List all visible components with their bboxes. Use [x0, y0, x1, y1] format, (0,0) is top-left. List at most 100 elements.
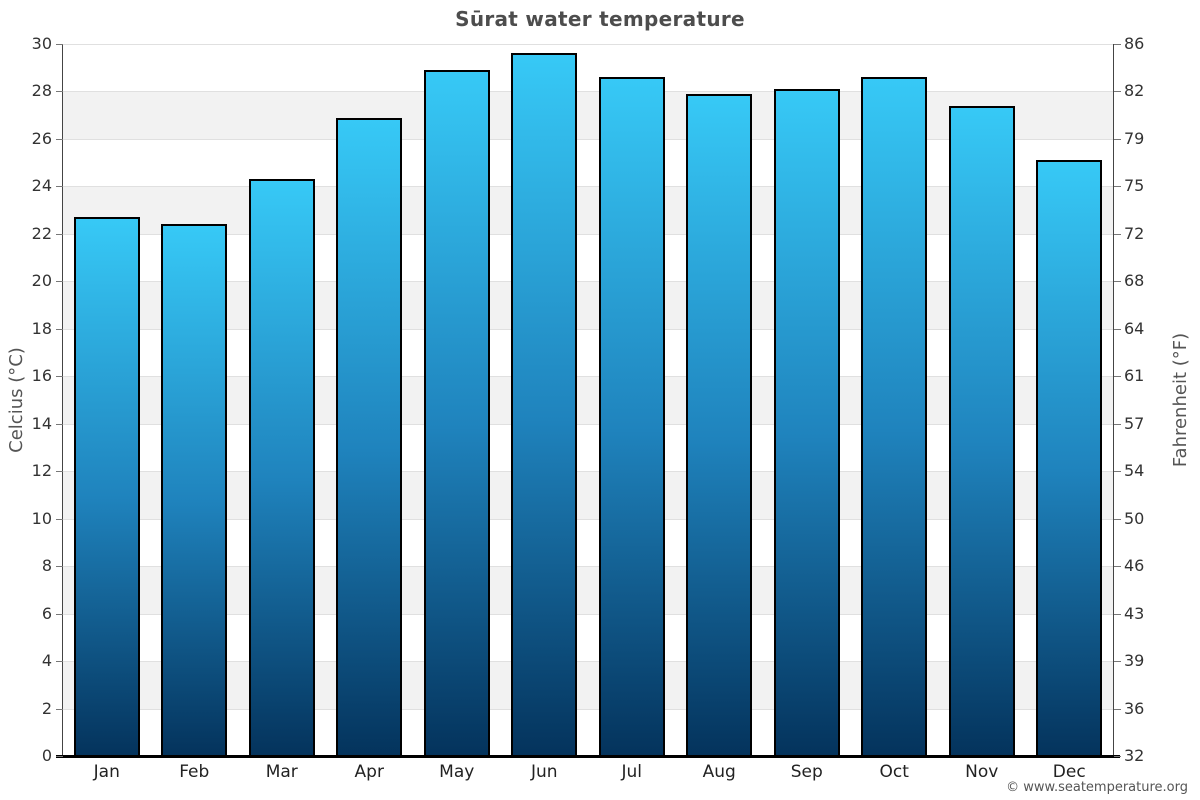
- tick-mark: [1114, 471, 1121, 472]
- y-tick-fahrenheit-57: 57: [1124, 413, 1145, 433]
- tick-mark: [1114, 519, 1121, 520]
- x-tick-label-oct: Oct: [879, 762, 909, 782]
- tick-mark: [1114, 614, 1121, 615]
- tick-mark: [56, 566, 63, 567]
- y-tick-celsius-30: 30: [31, 34, 52, 53]
- y-tick-celsius-28: 28: [31, 81, 52, 101]
- y-tick-fahrenheit-72: 72: [1124, 223, 1145, 243]
- tick-mark: [56, 756, 63, 757]
- bar-jul: [598, 77, 665, 756]
- tick-mark: [56, 329, 63, 330]
- bar-feb: [161, 224, 228, 756]
- y-tick-fahrenheit-43: 43: [1124, 603, 1145, 623]
- bar-nov: [948, 106, 1015, 756]
- y-tick-celsius-20: 20: [31, 271, 52, 291]
- grid-band: [63, 281, 1113, 329]
- y-tick-celsius-0: 0: [41, 746, 52, 765]
- grid-band: [63, 423, 1113, 472]
- x-tick-label-apr: Apr: [354, 762, 384, 782]
- tick-mark: [56, 519, 63, 520]
- y-tick-celsius-24: 24: [31, 176, 52, 196]
- tick-mark: [1114, 376, 1121, 377]
- bar-dec: [1036, 160, 1103, 756]
- y-tick-celsius-8: 8: [41, 556, 52, 576]
- tick-mark: [1114, 91, 1121, 92]
- y-tick-celsius-26: 26: [31, 128, 52, 148]
- x-tick-label-may: May: [439, 762, 475, 782]
- tick-mark: [56, 614, 63, 615]
- y-tick-celsius-14: 14: [31, 413, 52, 433]
- y-tick-fahrenheit-86: 86: [1124, 34, 1145, 53]
- plot-area: [63, 44, 1113, 756]
- tick-mark: [56, 471, 63, 472]
- y-tick-celsius-6: 6: [41, 603, 52, 623]
- x-axis-line: [56, 755, 1120, 758]
- x-tick-label-feb: Feb: [179, 762, 210, 782]
- grid-band: [63, 471, 1113, 519]
- grid-band: [63, 186, 1113, 234]
- tick-mark: [1114, 329, 1121, 330]
- grid-band: [63, 138, 1113, 187]
- y-tick-fahrenheit-61: 61: [1124, 366, 1145, 386]
- y-tick-fahrenheit-68: 68: [1124, 271, 1145, 291]
- grid-band: [63, 613, 1113, 662]
- y-tick-fahrenheit-75: 75: [1124, 176, 1145, 196]
- tick-mark: [1114, 234, 1121, 235]
- bar-apr: [336, 118, 403, 756]
- bar-mar: [248, 179, 315, 756]
- grid-band: [63, 44, 1113, 92]
- tick-mark: [56, 44, 63, 45]
- bar-jan: [73, 217, 140, 756]
- y-tick-celsius-18: 18: [31, 318, 52, 338]
- tick-mark: [1114, 566, 1121, 567]
- bar-may: [423, 70, 490, 756]
- tick-mark: [56, 139, 63, 140]
- y-axis-line-left: [62, 44, 63, 756]
- y-tick-celsius-16: 16: [31, 366, 52, 386]
- y-tick-fahrenheit-36: 36: [1124, 698, 1145, 718]
- grid-band: [63, 708, 1113, 756]
- x-tick-label-aug: Aug: [702, 762, 736, 782]
- tick-mark: [1114, 756, 1121, 757]
- y-tick-fahrenheit-46: 46: [1124, 556, 1145, 576]
- tick-mark: [1114, 281, 1121, 282]
- tick-mark: [56, 376, 63, 377]
- x-tick-label-jun: Jun: [530, 762, 558, 782]
- bar-oct: [861, 77, 928, 756]
- y-tick-celsius-10: 10: [31, 508, 52, 528]
- x-tick-label-jan: Jan: [93, 762, 120, 782]
- y-tick-celsius-22: 22: [31, 223, 52, 243]
- x-tick-label-sep: Sep: [790, 762, 823, 782]
- tick-mark: [56, 661, 63, 662]
- x-tick-label-mar: Mar: [265, 762, 298, 782]
- grid-band: [63, 233, 1113, 282]
- tick-mark: [1114, 709, 1121, 710]
- tick-mark: [1114, 44, 1121, 45]
- x-tick-label-dec: Dec: [1052, 762, 1086, 782]
- tick-mark: [56, 709, 63, 710]
- grid-band: [63, 566, 1113, 614]
- bar-jun: [511, 53, 578, 756]
- chart-title: Sūrat water temperature: [455, 7, 745, 31]
- y-tick-celsius-4: 4: [41, 651, 52, 671]
- grid-band: [63, 328, 1113, 377]
- y-tick-celsius-12: 12: [31, 461, 52, 481]
- y-tick-fahrenheit-54: 54: [1124, 461, 1145, 481]
- y-tick-celsius-2: 2: [41, 698, 52, 718]
- tick-mark: [56, 186, 63, 187]
- y-tick-fahrenheit-79: 79: [1124, 128, 1145, 148]
- x-tick-label-jul: Jul: [621, 762, 642, 782]
- grid-band: [63, 518, 1113, 567]
- y-tick-fahrenheit-39: 39: [1124, 651, 1145, 671]
- grid-band: [63, 661, 1113, 709]
- copyright-watermark: © www.seatemperature.org: [1006, 780, 1188, 795]
- bar-sep: [773, 89, 840, 756]
- grid-band: [63, 91, 1113, 139]
- bar-aug: [686, 94, 753, 756]
- tick-mark: [1114, 661, 1121, 662]
- x-tick-label-nov: Nov: [965, 762, 999, 782]
- y-tick-fahrenheit-82: 82: [1124, 81, 1145, 101]
- tick-mark: [56, 281, 63, 282]
- y-tick-fahrenheit-64: 64: [1124, 318, 1145, 338]
